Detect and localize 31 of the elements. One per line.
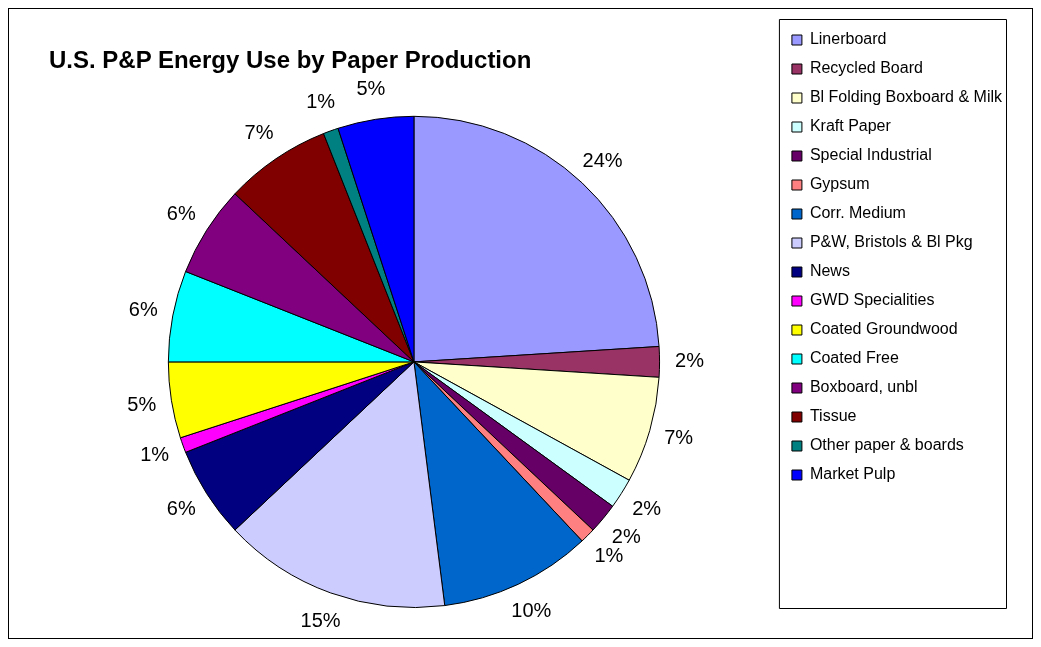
text: U.S. P&P Energy Use by Paper Production	[49, 46, 532, 74]
legend-label: News	[809, 262, 850, 280]
data-label: 6%	[128, 297, 158, 320]
data-label: 7%	[664, 426, 694, 449]
data-label: 1%	[140, 442, 170, 465]
data-label: 5%	[127, 392, 157, 415]
legend-label: Kraft Paper	[809, 117, 892, 135]
legend-label: Recycled Board	[809, 59, 923, 77]
legend-label: Market Pulp	[809, 465, 896, 483]
data-label: 2%	[675, 349, 705, 372]
data-label: 5%	[356, 77, 386, 100]
data-label: 1%	[306, 90, 336, 113]
legend-label: Other paper & boards	[809, 436, 964, 454]
legend-label: Linerboard	[809, 30, 887, 48]
legend-label: Tissue	[809, 407, 857, 425]
legend-label: Boxboard, unbl	[809, 378, 918, 396]
data-label: 2%	[632, 497, 662, 520]
legend-label: Corr. Medium	[809, 204, 906, 222]
legend-label: P&W, Bristols & Bl Pkg	[809, 233, 973, 251]
legend-label: Special Industrial	[809, 146, 932, 164]
data-label: 15%	[300, 608, 341, 631]
legend-label: Coated Free	[809, 349, 899, 367]
legend-label: Coated Groundwood	[809, 320, 958, 338]
legend-label: GWD Specialities	[809, 291, 935, 309]
legend-label: Gypsum	[809, 175, 870, 193]
data-label: 6%	[166, 497, 196, 520]
legend-label: Bl Folding Boxboard & Milk	[809, 88, 1003, 106]
data-label: 10%	[511, 598, 552, 621]
data-label: 24%	[582, 148, 623, 171]
data-label: 6%	[166, 201, 196, 224]
data-label: 7%	[244, 121, 274, 144]
